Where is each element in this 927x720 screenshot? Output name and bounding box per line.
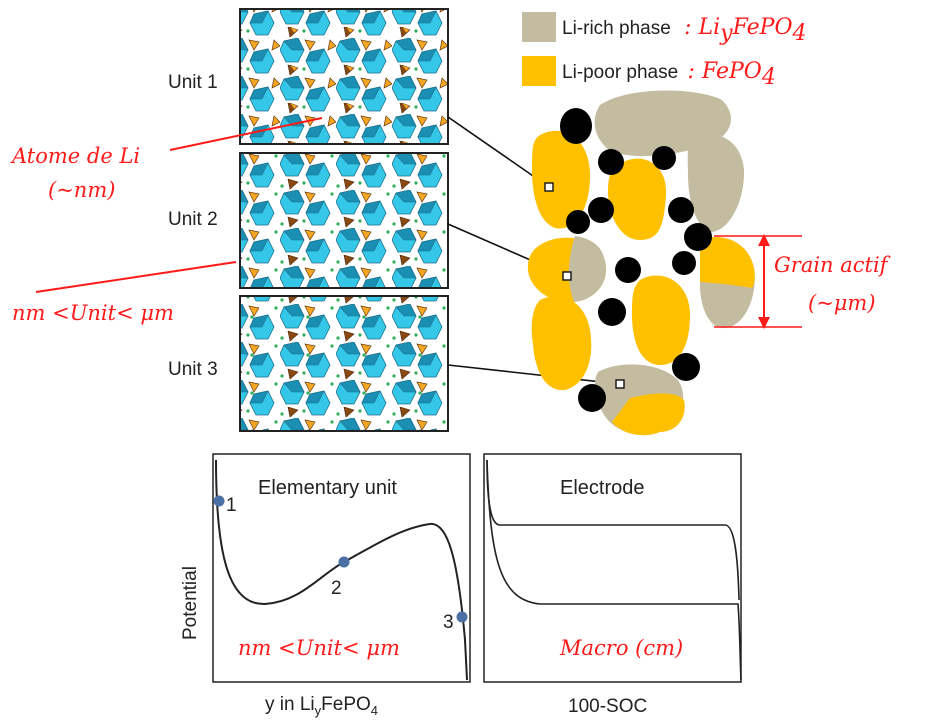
carbon-particle (684, 223, 712, 251)
carbon-particle (560, 108, 592, 144)
carbon-particle (588, 197, 614, 223)
unit-1-panel (239, 8, 449, 145)
grain-li-poor-1 (532, 130, 590, 229)
grain-li-rich-mixed (568, 236, 607, 302)
point-1-label: 1 (226, 495, 237, 516)
legend-swatch-li-poor (522, 56, 556, 86)
grain-actif-label: Grain actif (774, 253, 891, 277)
legend-swatch-li-rich (522, 12, 556, 42)
carbon-particle (578, 384, 606, 412)
point-3-label: 3 (443, 612, 454, 633)
unit-3-panel (239, 295, 449, 432)
connector-unit-3 (447, 364, 621, 385)
carbon-particle (615, 257, 641, 283)
legend-label-li-poor: Li-poor phase : FePO4 (562, 59, 776, 90)
carbon-particle (672, 251, 696, 275)
electrode-particles (527, 90, 755, 436)
grain-li-poor-2 (608, 158, 667, 240)
grain-actif-scale: (~μm) (808, 291, 876, 315)
plot-right-xlabel: 100-SOC (568, 696, 647, 717)
discharge-curve (486, 459, 742, 681)
grain-li-poor-4 (531, 296, 592, 391)
atom-li-scale: (~nm) (48, 178, 115, 202)
carbon-particle (672, 353, 700, 381)
grain-activ-poor (700, 237, 755, 288)
carbon-particle (652, 146, 676, 170)
plot-left-scale: nm <Unit< μm (238, 636, 400, 660)
plot-right-scale: Macro (cm) (559, 636, 683, 660)
plot-electrode: Electrode Macro (cm) (483, 453, 742, 683)
plot-left-ylabel: Potential (180, 566, 201, 640)
plot-left-title: Elementary unit (258, 477, 397, 499)
atom-li-pointer (169, 117, 323, 151)
point-2-label: 2 (331, 578, 342, 599)
unit-1-label: Unit 1 (168, 72, 218, 93)
curve-point-2 (338, 556, 350, 568)
grain-unit3-poor (612, 393, 685, 436)
grain-li-poor-3 (632, 275, 690, 365)
unit-2-panel (239, 152, 449, 289)
curve-point-1 (213, 495, 225, 507)
carbon-particle (668, 197, 694, 223)
locator-unit-2 (562, 271, 572, 281)
carbon-particle (598, 149, 624, 175)
plot-right-title: Electrode (560, 477, 645, 499)
locator-unit-3 (615, 379, 625, 389)
carbon-particle (566, 210, 590, 234)
plot-left-xlabel: y in LiyFePO4 (265, 694, 378, 718)
unit-3-label: Unit 3 (168, 359, 218, 380)
carbon-particle (598, 298, 626, 326)
locator-unit-1 (544, 182, 554, 192)
curve-point-3 (456, 611, 468, 623)
legend-label-li-rich: Li-rich phase : LiyFePO4 (562, 15, 806, 46)
grain-li-rich-right (687, 134, 745, 232)
unit-scale-label: nm <Unit< μm (12, 301, 174, 325)
plot-elementary-unit: Elementary unit 1 2 3 nm <Unit< μm (212, 453, 471, 683)
unit-2-label: Unit 2 (168, 209, 218, 230)
unit-scale-pointer (35, 261, 237, 293)
atom-li-label: Atome de Li (10, 144, 140, 168)
